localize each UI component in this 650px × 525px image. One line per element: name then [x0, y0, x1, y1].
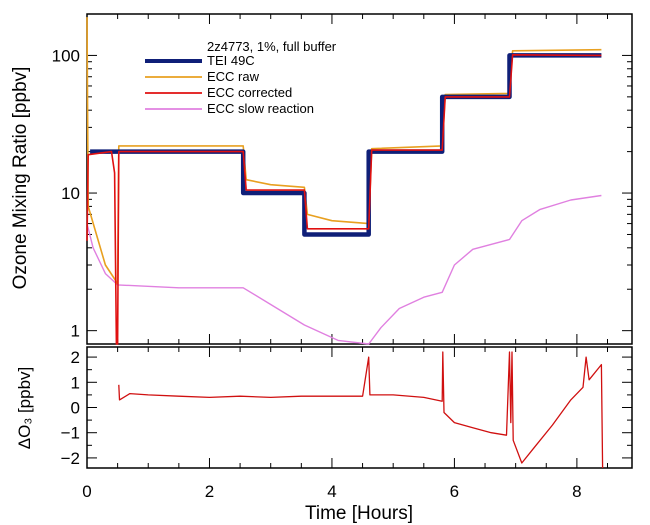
- x-tick-label: 0: [82, 482, 91, 501]
- x-tick-label: 8: [572, 482, 581, 501]
- top-panel: 1 10 100 Ozone Mixing Ratio [ppbv] 2z4773,…: [10, 13, 633, 345]
- bottom-y-tick-label: 0: [71, 399, 80, 418]
- series-line-ecc-slow-reaction: [86, 194, 602, 345]
- top-series: [86, 17, 602, 345]
- top-y-tick-label: 10: [61, 184, 80, 203]
- series-line-ecc-corrected: [86, 54, 602, 345]
- bottom-y-axis-label: ΔO₃ [ppbv]: [15, 367, 34, 450]
- x-tick-label: 4: [327, 482, 336, 501]
- legend-label: ECC slow reaction: [207, 101, 314, 116]
- x-tick-label: 6: [450, 482, 459, 501]
- bottom-y-tick-label: 2: [71, 348, 80, 367]
- bottom-y-tick-label: −1: [61, 424, 80, 443]
- legend-label: TEI 49C: [207, 53, 255, 68]
- bottom-ticks: −2 −1 0 1 2 0 2 4 6 8: [61, 347, 632, 501]
- bottom-series: [118, 351, 604, 469]
- top-y-tick-label: 100: [52, 46, 80, 65]
- top-y-axis-label: Ozone Mixing Ratio [ppbv]: [10, 67, 31, 290]
- top-y-tick-label: 1: [71, 322, 80, 341]
- bottom-y-tick-label: −2: [61, 449, 80, 468]
- legend-title: 2z4773, 1%, full buffer: [207, 39, 337, 54]
- legend-label: ECC raw: [207, 69, 260, 84]
- series-line-tei-49c: [90, 53, 602, 237]
- delta-o3-line: [118, 351, 604, 469]
- bottom-plot-frame: [86, 346, 633, 469]
- bottom-panel: −2 −1 0 1 2 0 2 4 6 8 ΔO₃ [ppbv] Time [Hours]: [15, 346, 633, 524]
- top-ticks: 1 10 100: [52, 13, 632, 344]
- top-plot-frame: [86, 13, 633, 345]
- x-tick-label: 2: [205, 482, 214, 501]
- x-axis-label: Time [Hours]: [305, 503, 413, 524]
- legend-label: ECC corrected: [207, 85, 292, 100]
- bottom-y-tick-label: 1: [71, 373, 80, 392]
